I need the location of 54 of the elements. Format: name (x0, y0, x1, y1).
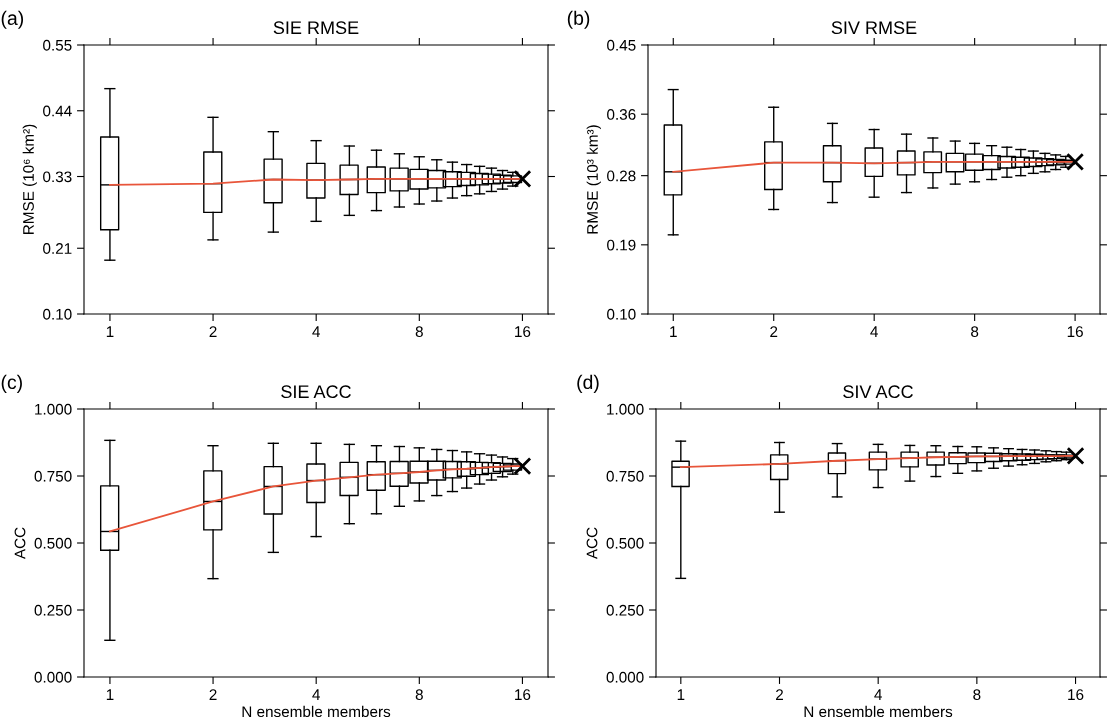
x-tick-label: 2 (770, 326, 778, 337)
x-tick-label: 8 (415, 689, 423, 701)
x-axis-title: N ensemble members (804, 705, 953, 718)
x-tick-label: 4 (312, 326, 320, 337)
x-tick-label: 16 (1068, 689, 1084, 701)
x-tick-label: 1 (106, 689, 114, 700)
chart-title: SIE RMSE (273, 21, 359, 35)
y-tick-label: 0.21 (43, 243, 72, 254)
text: (c) (1, 374, 22, 393)
x-axis-title: N ensemble members (242, 705, 391, 718)
x-tick-label: 4 (874, 689, 882, 700)
y-tick-label: 1.000 (607, 403, 644, 415)
x-tick-label: 8 (971, 326, 979, 338)
x-tick-label: 2 (776, 689, 783, 700)
x-tick-label: 4 (870, 326, 878, 337)
y-tick-label: 1.000 (35, 403, 72, 415)
x-tick-label: 4 (312, 689, 320, 700)
chart-title: SIV ACC (843, 385, 913, 399)
y-tick-label: 0.750 (606, 470, 644, 482)
y-tick-label: 0.10 (43, 308, 72, 320)
x-tick-label: 8 (415, 326, 423, 338)
x-tick-label: 8 (973, 689, 981, 701)
y-tick-label: 0.750 (34, 470, 72, 482)
y-tick-label: 0.10 (607, 308, 636, 320)
x-tick-label: 2 (209, 689, 217, 700)
y-tick-label: 0.45 (607, 39, 636, 51)
y-tick-label: 0.500 (606, 537, 644, 549)
y-tick-label: 0.000 (34, 671, 72, 683)
text: (d) (577, 374, 599, 393)
y-axis-title: RMSE (10³ km³) (586, 125, 601, 234)
x-tick-label: 1 (106, 326, 114, 337)
y-tick-label: 0.250 (606, 604, 644, 616)
y-tick-label: 0.33 (43, 171, 72, 183)
chart-title: SIV RMSE (831, 21, 917, 35)
y-tick-label: 0.55 (43, 39, 72, 51)
x-tick-label: 2 (209, 326, 217, 337)
x-tick-label: 16 (515, 326, 531, 338)
x-tick-label: 16 (1067, 326, 1083, 338)
x-tick-label: 1 (670, 326, 677, 337)
y-tick-label: 0.000 (606, 671, 644, 683)
y-tick-label: 0.250 (34, 604, 72, 616)
y-axis-title: RMSE (10⁶ km²) (22, 124, 37, 235)
y-tick-label: 0.28 (607, 170, 636, 182)
y-tick-label: 0.500 (34, 537, 72, 549)
y-tick-label: 0.44 (43, 105, 72, 117)
text: (b) (567, 10, 590, 29)
y-tick-label: 0.36 (607, 109, 636, 120)
y-axis-title: ACC (586, 527, 598, 560)
y-axis-title: ACC (14, 527, 26, 560)
x-tick-label: 1 (677, 689, 685, 700)
text: (a) (1, 10, 24, 29)
x-tick-label: 16 (515, 689, 531, 701)
y-tick-label: 0.19 (607, 239, 636, 251)
chart-title: SIE ACC (281, 385, 351, 399)
